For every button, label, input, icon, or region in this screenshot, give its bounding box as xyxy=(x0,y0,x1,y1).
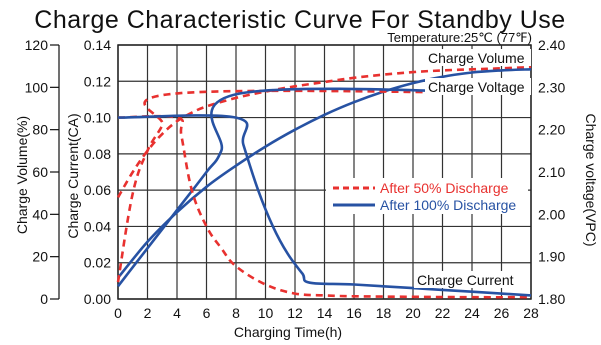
x-tick-label: 20 xyxy=(405,305,421,321)
tick-labels: 0 2 4 6 8 10 12 14 16 18 20 22 24 26 280.000.020.040.0… xyxy=(25,37,566,321)
x-tick-label: 0 xyxy=(114,305,122,321)
y-tick-label-current: 0.14 xyxy=(84,37,111,53)
x-tick-label: 10 xyxy=(258,305,274,321)
y-tick-label-volume: 60 xyxy=(32,164,48,180)
x-axis-label: Charging Time(h) xyxy=(234,324,342,340)
y-tick-label-voltage: 2.40 xyxy=(538,37,565,53)
x-tick-label: 14 xyxy=(317,305,333,321)
x-tick-label: 8 xyxy=(232,305,240,321)
y-tick-label-volume: 40 xyxy=(32,206,48,222)
y-tick-label-current: 0.12 xyxy=(84,73,111,89)
y-tick-label-volume: 0 xyxy=(40,291,48,307)
legend: After 50% Discharge After 100% Discharge xyxy=(326,178,528,214)
y-axis-label-voltage: Charge voltage(VPC) xyxy=(583,113,599,246)
y-tick-label-volume: 80 xyxy=(32,122,48,138)
legend-background xyxy=(326,178,528,214)
y-tick-label-voltage: 2.00 xyxy=(538,206,565,222)
series-line-charge-current-100 xyxy=(117,114,532,297)
y-tick-label-volume: 120 xyxy=(25,37,49,53)
y-tick-label-current: 0.04 xyxy=(84,218,111,234)
y-axis-label-volume: Charge Volume(%) xyxy=(14,116,30,234)
y-tick-label-volume: 100 xyxy=(25,79,49,95)
x-tick-label: 18 xyxy=(376,305,392,321)
x-tick-label: 22 xyxy=(435,305,451,321)
x-tick-label: 4 xyxy=(173,305,181,321)
y-tick-label-voltage: 1.90 xyxy=(538,249,565,265)
legend-label-100: After 100% Discharge xyxy=(380,197,516,213)
y-tick-label-current: 0.02 xyxy=(84,255,111,271)
y-tick-label-voltage: 1.80 xyxy=(538,291,565,307)
series-line-charge-current-50 xyxy=(117,114,532,299)
chart-title: Charge Characteristic Curve For Standby … xyxy=(34,6,565,34)
y-tick-label-voltage: 2.20 xyxy=(538,122,565,138)
y-tick-label-current: 0.08 xyxy=(84,146,111,162)
annotation-charge-volume: Charge Volume xyxy=(428,50,525,66)
x-tick-label: 16 xyxy=(346,305,362,321)
annotation-bg-voltage xyxy=(425,78,531,95)
annotation-bg-current xyxy=(414,271,524,288)
annotation-charge-current: Charge Current xyxy=(417,272,514,288)
x-tick-label: 26 xyxy=(494,305,510,321)
series-line-charge-voltage-50 xyxy=(116,89,532,283)
series-lines xyxy=(116,65,532,299)
y-tick-label-current: 0.06 xyxy=(84,182,111,198)
x-tick-label: 24 xyxy=(464,305,480,321)
x-tick-label: 12 xyxy=(287,305,303,321)
legend-label-50: After 50% Discharge xyxy=(380,180,509,196)
y-tick-label-voltage: 2.10 xyxy=(538,164,565,180)
series-line-charge-voltage-100 xyxy=(116,87,532,288)
y-tick-label-volume: 20 xyxy=(32,249,48,265)
y-tick-label-current: 0.10 xyxy=(84,110,111,126)
x-tick-label: 2 xyxy=(144,305,152,321)
y-tick-label-current: 0.00 xyxy=(84,291,111,307)
series-line-charge-volume-100 xyxy=(116,68,532,279)
x-tick-label: 28 xyxy=(523,305,539,321)
chart-subtitle: Temperature:25℃ (77℉) xyxy=(387,30,532,45)
annotation-charge-voltage: Charge Voltage xyxy=(428,79,525,95)
x-tick-label: 6 xyxy=(203,305,211,321)
y-axis-label-current: Charge Current(CA) xyxy=(65,113,81,238)
plot-frame xyxy=(117,44,532,300)
annotation-bg-volume xyxy=(425,49,531,66)
y-tick-label-voltage: 2.30 xyxy=(538,79,565,95)
